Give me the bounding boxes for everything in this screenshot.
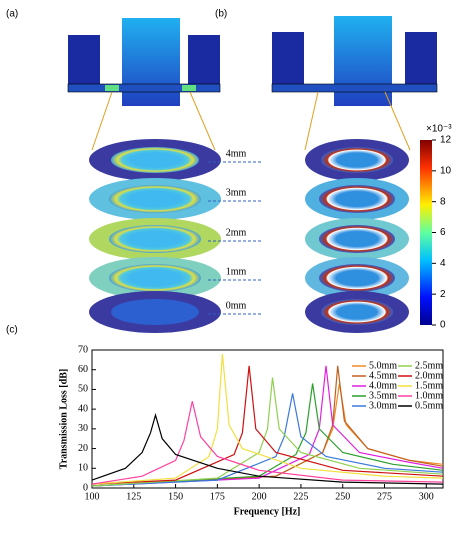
y-tick-label: 20: [78, 443, 88, 454]
legend-label: 1.0mm: [415, 390, 443, 401]
line: [91, 365, 444, 487]
y-tick-label: 70: [78, 344, 88, 355]
gap-label: 2mm: [226, 227, 247, 238]
x-tick-label: 175: [210, 491, 225, 502]
colorbar-tick-label: 6: [440, 227, 446, 238]
panel-label: (a): [6, 9, 18, 20]
colorbar-tick-label: 2: [440, 289, 446, 300]
x-tick-label: 200: [252, 491, 267, 502]
y-tick-label: 10: [78, 463, 88, 474]
colorbar: [420, 140, 432, 325]
x-tick-label: 225: [293, 491, 308, 502]
colorbar-tick-label: 8: [440, 196, 446, 207]
y-tick-label: 30: [78, 423, 88, 434]
panel-label: (c): [6, 325, 18, 336]
x-tick-label: 250: [335, 491, 350, 502]
panel-label: (b): [215, 9, 227, 20]
legend-label: 2.0mm: [415, 370, 443, 381]
legend-label: 3.0mm: [369, 400, 397, 411]
plot-frame: [91, 349, 444, 489]
gap-label: 4mm: [226, 148, 247, 159]
line: [91, 383, 444, 487]
y-tick-label: 60: [78, 364, 88, 375]
line: [91, 365, 444, 487]
gap-label: 3mm: [226, 187, 247, 198]
x-tick-label: 100: [85, 491, 100, 502]
line: [91, 353, 444, 485]
gap-label: 0mm: [226, 300, 247, 311]
y-tick-label: 40: [78, 403, 88, 414]
legend-label: 2.5mm: [415, 360, 443, 371]
line: [91, 401, 444, 485]
y-axis-label: Transmission Loss [dB]: [58, 369, 69, 469]
legend-label: 4.0mm: [369, 380, 397, 391]
y-tick-label: 50: [78, 384, 88, 395]
legend-label: 4.5mm: [369, 370, 397, 381]
legend-label: 5.0mm: [369, 360, 397, 371]
line: [91, 365, 444, 485]
colorbar-tick-label: 10: [440, 165, 452, 176]
colorbar-label: ×10⁻³: [426, 124, 452, 135]
x-tick-label: 275: [377, 491, 392, 502]
x-tick-label: 300: [419, 491, 434, 502]
sim-a: [67, 18, 221, 333]
line: [91, 412, 444, 485]
y-tick-label: 0: [83, 482, 88, 493]
gap-label: 1mm: [226, 266, 247, 277]
x-tick-label: 125: [126, 491, 141, 502]
colorbar-tick-label: 12: [440, 135, 452, 146]
sim-b: [271, 16, 438, 333]
x-axis-label: Frequency [Hz]: [234, 506, 301, 517]
legend-label: 1.5mm: [415, 380, 443, 391]
x-tick-label: 150: [168, 491, 183, 502]
colorbar-tick-label: 4: [440, 258, 446, 269]
line: [91, 377, 444, 487]
colorbar-tick-label: 0: [440, 320, 446, 331]
legend-label: 0.5mm: [415, 400, 443, 411]
legend-label: 3.5mm: [369, 390, 397, 401]
